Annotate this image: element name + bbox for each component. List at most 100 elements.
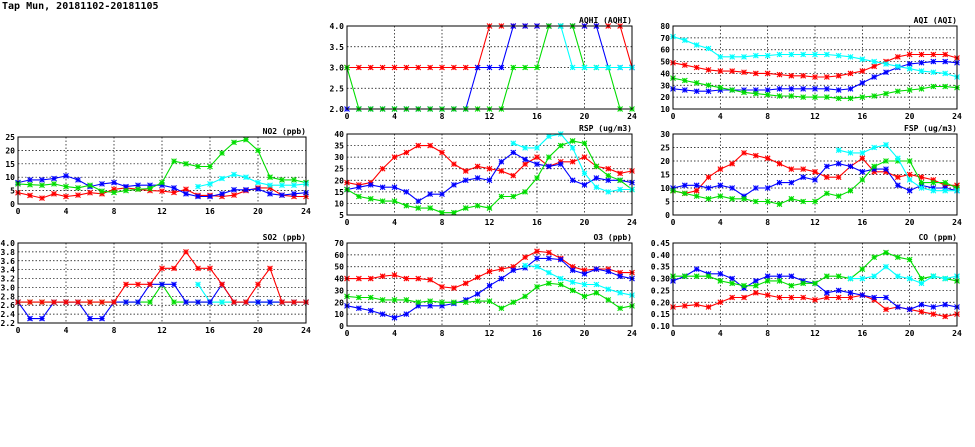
data-point bbox=[39, 315, 45, 322]
y-tick-label: 2.6 bbox=[1, 301, 16, 310]
y-tick-label: 0.20 bbox=[651, 298, 670, 307]
data-point bbox=[462, 299, 469, 306]
data-point bbox=[847, 70, 854, 77]
data-point bbox=[498, 305, 505, 312]
y-tick-label: 25 bbox=[660, 144, 670, 153]
data-point bbox=[415, 142, 422, 149]
data-point bbox=[569, 144, 576, 151]
data-point bbox=[219, 299, 225, 306]
x-tick-label: 16 bbox=[858, 218, 868, 227]
data-point bbox=[159, 281, 165, 288]
x-tick-label: 16 bbox=[205, 207, 215, 216]
data-point bbox=[367, 294, 374, 301]
series-blue bbox=[344, 149, 635, 205]
data-point bbox=[183, 186, 189, 193]
data-point bbox=[581, 154, 588, 161]
data-point bbox=[764, 91, 771, 98]
data-point bbox=[534, 263, 540, 270]
data-point bbox=[930, 58, 937, 65]
data-point bbox=[291, 193, 297, 200]
data-point bbox=[883, 168, 889, 175]
data-point bbox=[847, 289, 854, 296]
data-point bbox=[812, 280, 818, 287]
data-point bbox=[705, 185, 712, 191]
series-cyan bbox=[670, 33, 960, 80]
data-point bbox=[776, 85, 783, 92]
data-point bbox=[693, 266, 700, 272]
data-point bbox=[823, 163, 830, 170]
data-point bbox=[764, 87, 771, 93]
data-point bbox=[171, 265, 177, 272]
data-point bbox=[557, 142, 564, 149]
data-point bbox=[450, 161, 457, 167]
data-point bbox=[930, 185, 937, 191]
data-point bbox=[439, 149, 445, 156]
data-point bbox=[391, 198, 398, 205]
x-tick-label: 16 bbox=[858, 329, 868, 338]
data-point bbox=[159, 182, 165, 189]
data-point bbox=[87, 189, 93, 196]
y-tick-label: 30 bbox=[660, 81, 670, 90]
data-point bbox=[593, 64, 600, 71]
data-point bbox=[705, 45, 712, 52]
data-point bbox=[859, 68, 866, 74]
data-point bbox=[894, 182, 901, 189]
series-green bbox=[670, 249, 960, 289]
data-point bbox=[693, 182, 700, 189]
data-point bbox=[450, 285, 457, 291]
data-point bbox=[605, 177, 612, 184]
data-point bbox=[894, 63, 901, 70]
x-tick-label: 24 bbox=[627, 218, 637, 227]
data-point bbox=[930, 187, 937, 194]
data-point bbox=[439, 299, 445, 306]
data-point bbox=[474, 274, 481, 281]
data-point bbox=[705, 273, 712, 280]
data-point bbox=[593, 163, 600, 170]
x-tick-label: 20 bbox=[905, 329, 915, 338]
data-point bbox=[27, 181, 33, 188]
data-point bbox=[581, 64, 588, 71]
data-point bbox=[764, 185, 771, 191]
series-red bbox=[670, 289, 960, 320]
y-tick-label: 3.4 bbox=[1, 266, 16, 275]
data-point bbox=[906, 171, 913, 178]
data-point bbox=[87, 299, 93, 306]
data-point bbox=[474, 163, 481, 170]
y-tick-label: 3.0 bbox=[330, 64, 345, 73]
y-tick-label: 35 bbox=[334, 142, 344, 151]
chart-title: SO2 (ppb) bbox=[263, 233, 306, 242]
data-point bbox=[415, 299, 422, 306]
series-green bbox=[15, 136, 309, 196]
data-point bbox=[355, 275, 362, 282]
data-point bbox=[522, 144, 529, 151]
data-point bbox=[581, 140, 588, 147]
x-tick-label: 8 bbox=[765, 329, 770, 338]
data-point bbox=[776, 179, 783, 186]
chart-aqhi: AQHI (AQHI) 2.0 2.5 3.0 3.5 4.0 0 4 8 12 16 20 24 bbox=[330, 16, 637, 121]
data-point bbox=[883, 90, 889, 97]
data-point bbox=[752, 87, 759, 93]
data-point bbox=[534, 144, 540, 151]
data-point bbox=[534, 161, 540, 167]
data-point bbox=[764, 70, 771, 77]
data-point bbox=[942, 58, 949, 65]
x-tick-label: 24 bbox=[627, 112, 637, 121]
chart-title: CO (ppm) bbox=[918, 233, 957, 242]
data-point bbox=[800, 72, 807, 79]
data-point bbox=[87, 182, 93, 189]
data-point bbox=[355, 193, 362, 200]
x-tick-label: 24 bbox=[952, 112, 962, 121]
data-point bbox=[883, 69, 889, 76]
data-point bbox=[776, 278, 783, 284]
data-point bbox=[135, 299, 141, 306]
data-point bbox=[379, 297, 386, 303]
data-point bbox=[906, 61, 913, 67]
data-point bbox=[510, 299, 517, 306]
data-point bbox=[752, 278, 759, 284]
data-point bbox=[355, 305, 362, 312]
data-point bbox=[812, 297, 818, 303]
data-point bbox=[847, 163, 854, 170]
data-point bbox=[788, 273, 795, 280]
data-point bbox=[681, 273, 688, 280]
data-point bbox=[835, 160, 842, 167]
